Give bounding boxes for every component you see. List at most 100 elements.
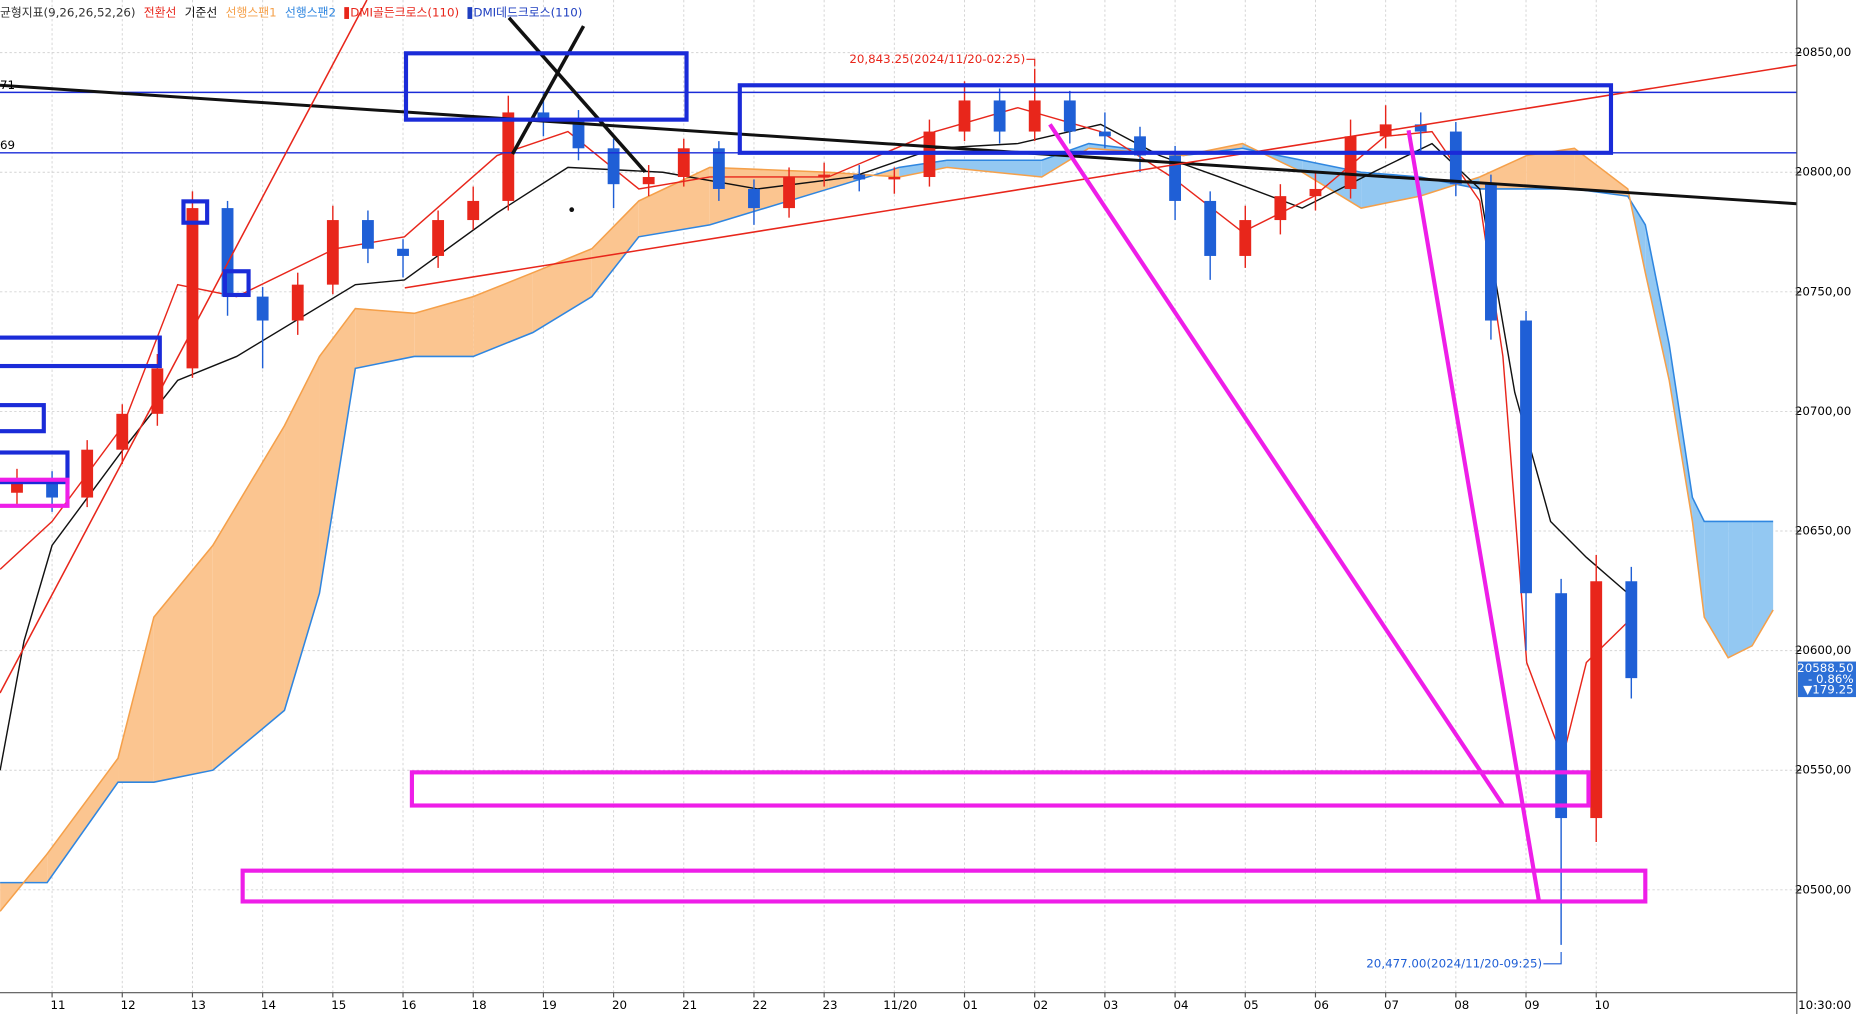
candle-body xyxy=(1414,124,1427,132)
hline-label: 71 xyxy=(0,78,15,92)
time-label: 10:30:00 xyxy=(1798,998,1851,1012)
high-pointer xyxy=(1026,58,1036,67)
legend-entry: 균형지표(9,26,26,52,26) xyxy=(0,6,135,20)
x-tick-label: 01 xyxy=(963,998,978,1012)
price-box xyxy=(1798,661,1856,698)
candle-body xyxy=(186,208,199,369)
x-tick-label: 14 xyxy=(261,998,276,1012)
x-tick-label: 04 xyxy=(1173,998,1188,1012)
candle-body xyxy=(1063,100,1076,132)
x-tick-label: 19 xyxy=(542,998,557,1012)
x-tick-label: 10 xyxy=(1595,998,1610,1012)
candle-body xyxy=(1239,220,1252,256)
last-diff: ▼179.25 xyxy=(1803,682,1853,696)
candle-body xyxy=(1555,593,1568,819)
x-tick-label: 07 xyxy=(1384,998,1399,1012)
candle-body xyxy=(1344,136,1357,189)
box xyxy=(0,450,70,485)
legend-entry: 전환선 xyxy=(144,6,177,20)
candle-body xyxy=(326,220,339,285)
trend-line xyxy=(404,64,1797,289)
box xyxy=(403,51,689,122)
hline-label: 69 xyxy=(0,138,15,152)
cloud-segment xyxy=(473,272,533,357)
y-tick-label: 20600,00 xyxy=(1795,643,1851,657)
legend-entry: 선행스팬2 xyxy=(285,6,336,20)
box xyxy=(0,403,46,434)
candle-body xyxy=(1169,155,1182,201)
candle-body xyxy=(467,200,480,221)
candle-body xyxy=(432,220,445,256)
trend-line xyxy=(0,83,1797,206)
indicator-line xyxy=(0,142,1774,912)
y-tick-label: 20850,00 xyxy=(1795,45,1851,59)
candle-body xyxy=(1449,131,1462,185)
candle-body xyxy=(677,148,690,178)
dot xyxy=(569,207,575,213)
trend-line xyxy=(0,0,368,694)
high-label: 20,843.25(2024/11/20-02:25) xyxy=(849,52,1025,66)
trend-line xyxy=(1048,123,1505,807)
y-tick-label: 20550,00 xyxy=(1795,763,1851,777)
box xyxy=(222,269,251,298)
cloud-segment xyxy=(153,545,213,783)
cloud-segment xyxy=(1645,224,1670,381)
cloud-segment xyxy=(709,167,829,225)
cloud-segment xyxy=(414,296,474,357)
candle-body xyxy=(818,174,831,178)
candle-body xyxy=(11,480,23,493)
candle-body xyxy=(1204,200,1217,256)
x-tick-label: 21 xyxy=(682,998,697,1012)
cloud-segment xyxy=(946,160,1042,177)
indicator-line xyxy=(0,106,1629,761)
y-tick-label: 20500,00 xyxy=(1795,882,1851,896)
x-tick-label: 20 xyxy=(612,998,627,1012)
candle-body xyxy=(642,177,655,185)
candle-body xyxy=(1625,581,1638,679)
x-tick-label: 16 xyxy=(401,998,416,1012)
cloud-segment xyxy=(1752,521,1774,646)
low-pointer xyxy=(1543,951,1562,965)
candle-body xyxy=(256,296,269,321)
legend-entry: DMI데드크로스(110) xyxy=(473,6,582,20)
candle-body xyxy=(291,284,304,321)
cloud-segment xyxy=(212,425,285,771)
candle-body xyxy=(1098,131,1111,137)
legend-icon xyxy=(344,7,350,19)
y-tick-label: 20800,00 xyxy=(1795,165,1851,179)
candle-body xyxy=(853,174,866,180)
candle-body xyxy=(1590,581,1603,819)
cloud-segment xyxy=(591,200,639,297)
cloud-segment xyxy=(47,758,119,883)
trend-line xyxy=(1406,129,1541,901)
indicator-line xyxy=(0,142,1774,884)
candle-body xyxy=(1309,188,1322,197)
candle-body xyxy=(397,248,409,256)
x-tick-label: 02 xyxy=(1033,998,1048,1012)
candle-body xyxy=(607,148,620,185)
x-tick-label: 22 xyxy=(752,998,767,1012)
low-label: 20,477.00(2024/11/20-09:25) xyxy=(1366,956,1542,970)
x-tick-label: 11/20 xyxy=(883,998,917,1012)
box xyxy=(737,83,1614,155)
cloud-segment xyxy=(319,308,356,594)
x-tick-label: 12 xyxy=(121,998,136,1012)
x-tick-label: 18 xyxy=(472,998,487,1012)
candle-body xyxy=(748,188,760,209)
candle-body xyxy=(888,177,901,180)
candle-body xyxy=(1028,100,1041,132)
cloud-segment xyxy=(1574,148,1628,197)
candle-body xyxy=(1485,184,1497,321)
candle-body xyxy=(712,148,725,189)
cross-mark xyxy=(510,25,586,155)
candle-body xyxy=(537,112,550,120)
candle-body xyxy=(221,208,234,297)
x-tick-label: 08 xyxy=(1454,998,1469,1012)
x-tick-label: 09 xyxy=(1524,998,1539,1012)
legend-icon xyxy=(467,7,473,19)
legend-entry: DMI골든크로스(110) xyxy=(350,6,459,20)
x-tick-label: 13 xyxy=(191,998,206,1012)
y-tick-label: 20750,00 xyxy=(1795,284,1851,298)
cloud-segment xyxy=(1704,521,1729,658)
y-tick-label: 20650,00 xyxy=(1795,524,1851,538)
